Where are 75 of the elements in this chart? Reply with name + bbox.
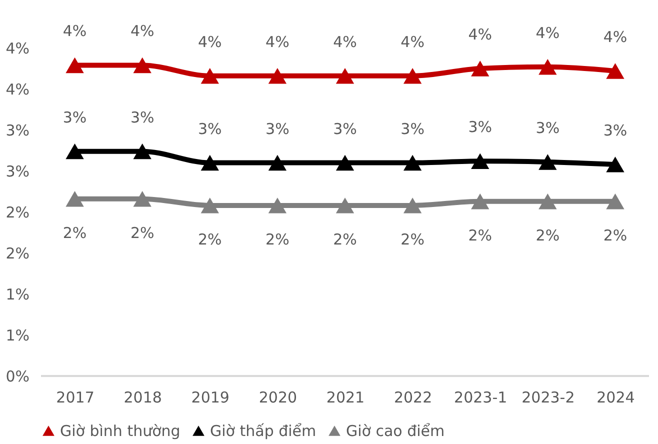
data-label: 3% bbox=[62, 108, 87, 126]
point bbox=[336, 68, 354, 84]
point bbox=[538, 154, 557, 170]
point bbox=[336, 154, 354, 171]
data-label: 4% bbox=[333, 32, 357, 51]
point bbox=[538, 58, 557, 75]
x-tick-label: 2018 bbox=[124, 388, 162, 406]
point bbox=[471, 153, 490, 170]
legend-label: Giờ thấp điểm bbox=[210, 422, 316, 440]
data-label: 3% bbox=[333, 120, 357, 138]
data-label: 4% bbox=[198, 32, 222, 51]
point bbox=[133, 191, 152, 207]
data-label: 3% bbox=[400, 120, 424, 138]
point bbox=[66, 143, 84, 160]
point bbox=[538, 193, 557, 210]
point bbox=[268, 154, 287, 171]
data-label: 4% bbox=[130, 22, 154, 40]
data-label: 4% bbox=[603, 28, 628, 46]
point bbox=[133, 143, 152, 160]
data-label: 2% bbox=[130, 224, 154, 242]
point bbox=[606, 156, 624, 172]
y-tick-label: 4% bbox=[6, 40, 30, 58]
y-tick-label: 4% bbox=[6, 80, 30, 98]
point bbox=[66, 191, 84, 207]
point bbox=[606, 193, 624, 210]
data-label: 4% bbox=[62, 22, 87, 40]
data-label: 4% bbox=[400, 32, 424, 51]
x-tick-label: 2020 bbox=[258, 388, 298, 406]
point bbox=[200, 198, 219, 214]
point bbox=[200, 154, 219, 171]
y-tick-label: 2% bbox=[6, 204, 30, 222]
data-label: 3% bbox=[130, 108, 154, 126]
data-label: 2% bbox=[468, 226, 492, 244]
y-tick-label: 1% bbox=[6, 286, 30, 304]
data-label: 2% bbox=[536, 226, 560, 244]
point bbox=[268, 68, 287, 84]
point bbox=[268, 198, 287, 214]
data-label: 3% bbox=[536, 118, 560, 137]
data-label: 3% bbox=[603, 121, 628, 140]
data-label: 2% bbox=[333, 230, 357, 248]
x-tick-label: 2023-1 bbox=[454, 388, 508, 406]
x-tick-label: 2022 bbox=[394, 388, 432, 406]
data-label: 4% bbox=[266, 32, 290, 51]
data-label: 2% bbox=[266, 230, 290, 248]
point bbox=[471, 193, 490, 210]
data-label: 4% bbox=[468, 26, 492, 44]
data-label: 4% bbox=[536, 24, 560, 42]
point bbox=[66, 57, 84, 74]
y-tick-label: 1% bbox=[6, 326, 30, 344]
data-label: 3% bbox=[198, 120, 222, 138]
legend-label: Giờ bình thường bbox=[60, 422, 180, 440]
point bbox=[336, 198, 354, 214]
y-tick-label: 3% bbox=[6, 162, 30, 180]
x-tick-label: 2023-2 bbox=[522, 388, 575, 406]
point bbox=[403, 68, 422, 84]
x-tick-label: 2017 bbox=[56, 388, 94, 406]
point bbox=[403, 198, 422, 214]
y-tick-label: 3% bbox=[6, 122, 30, 140]
y-tick-label: 0% bbox=[6, 368, 30, 386]
point bbox=[133, 57, 152, 74]
x-tick-label: 2019 bbox=[191, 388, 230, 406]
data-label: 3% bbox=[266, 120, 290, 138]
point bbox=[403, 154, 422, 171]
legend-label: Giờ cao điểm bbox=[346, 422, 445, 440]
data-label: 2% bbox=[62, 224, 87, 242]
point bbox=[471, 60, 490, 76]
data-label: 2% bbox=[198, 230, 222, 248]
point bbox=[200, 68, 219, 84]
data-label: 3% bbox=[468, 118, 492, 136]
data-label: 2% bbox=[400, 230, 424, 248]
y-tick-label: 2% bbox=[6, 244, 30, 262]
x-tick-label: 2021 bbox=[326, 388, 365, 406]
data-label: 2% bbox=[603, 226, 628, 244]
point bbox=[606, 63, 624, 79]
x-tick-label: 2024 bbox=[596, 388, 635, 406]
